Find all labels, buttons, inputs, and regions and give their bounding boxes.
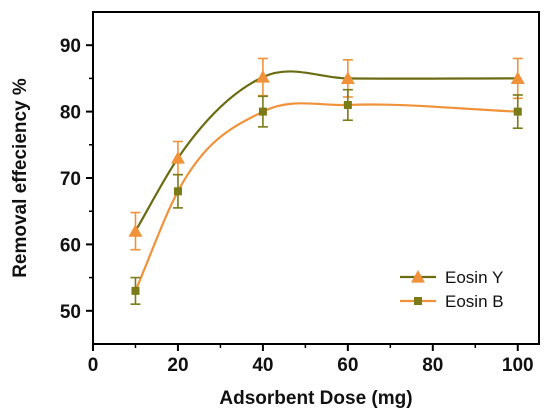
data-point — [131, 286, 140, 295]
y-tick-label: 60 — [60, 235, 81, 256]
data-point — [513, 107, 522, 116]
data-point — [255, 70, 270, 83]
x-axis-title: Adsorbent Dose (mg) — [219, 388, 412, 409]
legend: Eosin Y Eosin B — [400, 268, 504, 311]
data-point — [258, 107, 267, 116]
data-point — [173, 187, 182, 196]
x-tick-label: 0 — [88, 355, 99, 376]
legend-marker — [411, 270, 425, 283]
data-point — [510, 71, 525, 84]
series-line — [134, 70, 518, 232]
x-tick-label: 100 — [502, 355, 534, 376]
legend-label: Eosin Y — [445, 268, 503, 287]
series-layer — [128, 57, 525, 305]
series-eosin-y — [128, 57, 525, 251]
y-tick-label: 70 — [60, 169, 81, 190]
x-tick-label: 40 — [252, 355, 273, 376]
y-tick-label: 80 — [60, 103, 81, 124]
x-tick-label: 60 — [337, 355, 358, 376]
y-tick-label: 90 — [60, 36, 81, 57]
legend-marker — [414, 297, 422, 305]
legend-item: Eosin B — [400, 292, 504, 311]
legend-label: Eosin B — [445, 292, 504, 311]
x-tick-label: 20 — [167, 355, 188, 376]
data-point — [343, 100, 352, 109]
x-tick-label: 80 — [422, 355, 443, 376]
data-point — [340, 71, 355, 84]
y-tick-label: 50 — [60, 302, 81, 323]
series-eosin-b — [130, 88, 523, 305]
ticks-layer: 0 20 40 60 80 100 50 60 70 80 90 — [60, 36, 534, 376]
series-line — [134, 102, 518, 292]
plot-frame — [92, 11, 540, 345]
data-point — [128, 224, 143, 237]
y-axis-title: Removal effeciency % — [10, 78, 31, 278]
legend-item: Eosin Y — [400, 268, 503, 287]
data-point — [170, 151, 185, 164]
